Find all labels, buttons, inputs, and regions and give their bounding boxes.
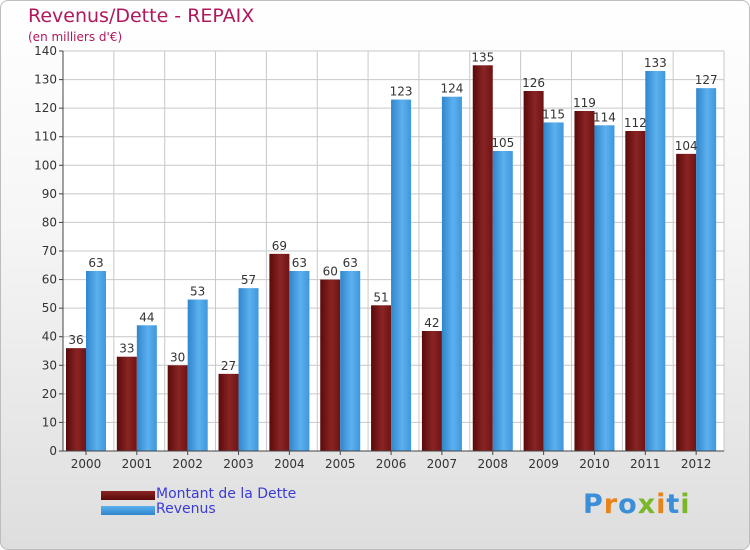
y-tick-label: 140: [34, 44, 57, 58]
bar-revenus: [594, 125, 615, 452]
bar-revenus: [543, 122, 564, 451]
y-tick-label: 50: [42, 301, 57, 315]
bar-dette: [676, 153, 697, 451]
bar-revenus: [136, 325, 157, 451]
logo-letter: o: [618, 489, 638, 520]
x-tick-label: 2008: [477, 457, 508, 471]
data-label-revenus: 127: [695, 73, 718, 87]
y-tick-label: 30: [42, 358, 57, 372]
bar-dette: [472, 65, 493, 452]
proxiti-logo: Proxiti: [583, 489, 691, 520]
y-tick-label: 80: [42, 215, 57, 229]
logo-letter: i: [656, 489, 667, 520]
legend-swatch-revenus: [101, 506, 155, 515]
data-label-revenus: 105: [491, 136, 514, 150]
data-label-revenus: 114: [593, 110, 616, 124]
logo-letter: x: [637, 489, 657, 520]
data-label-revenus: 57: [241, 273, 256, 287]
data-label-dette: 30: [170, 350, 185, 364]
y-tick-label: 90: [42, 187, 57, 201]
x-tick-label: 2009: [528, 457, 559, 471]
bar-dette: [320, 279, 341, 451]
y-tick-label: 0: [49, 444, 57, 458]
logo-letter: r: [603, 489, 619, 520]
bar-dette: [218, 373, 239, 451]
data-label-dette: 112: [624, 116, 647, 130]
bar-revenus: [645, 71, 666, 451]
data-label-revenus: 115: [542, 107, 565, 121]
y-tick-label: 70: [42, 244, 57, 258]
x-tick-label: 2011: [630, 457, 661, 471]
y-tick-label: 10: [42, 415, 57, 429]
data-label-dette: 69: [272, 239, 287, 253]
x-tick-label: 2006: [376, 457, 407, 471]
bar-revenus: [289, 271, 310, 451]
chart-subtitle: (en milliers d'€): [28, 30, 123, 44]
data-label-dette: 126: [522, 76, 545, 90]
data-label-dette: 135: [471, 50, 494, 64]
legend-swatch-dette: [101, 491, 155, 500]
x-tick-label: 2012: [681, 457, 712, 471]
bar-revenus: [340, 271, 361, 451]
bar-dette: [574, 111, 595, 451]
bar-revenus: [187, 299, 208, 451]
data-label-revenus: 53: [190, 285, 205, 299]
data-label-revenus: 133: [644, 56, 667, 70]
data-label-revenus: 63: [292, 256, 307, 270]
data-label-dette: 27: [221, 359, 236, 373]
bar-dette: [625, 131, 646, 451]
data-label-dette: 104: [675, 139, 698, 153]
x-tick-label: 2004: [274, 457, 305, 471]
y-tick-label: 20: [42, 387, 57, 401]
bar-dette: [167, 365, 188, 451]
logo-letter: i: [680, 489, 691, 520]
y-tick-label: 40: [42, 330, 57, 344]
x-tick-label: 2003: [223, 457, 254, 471]
bar-revenus: [391, 99, 412, 452]
y-tick-label: 110: [34, 130, 57, 144]
y-tick-label: 60: [42, 273, 57, 287]
logo-letter: P: [583, 489, 604, 520]
bar-revenus: [86, 271, 106, 451]
data-label-dette: 36: [68, 333, 83, 347]
bar-dette: [371, 305, 392, 451]
x-tick-label: 2000: [71, 457, 102, 471]
x-tick-label: 2001: [122, 457, 153, 471]
bar-revenus: [696, 88, 717, 452]
data-label-dette: 51: [373, 290, 388, 304]
data-label-dette: 42: [424, 316, 439, 330]
data-label-revenus: 63: [88, 256, 103, 270]
x-tick-label: 2002: [172, 457, 203, 471]
x-tick-label: 2010: [579, 457, 610, 471]
bar-revenus: [492, 151, 513, 451]
y-tick-label: 120: [34, 101, 57, 115]
data-label-dette: 119: [573, 96, 596, 110]
bar-dette: [523, 91, 544, 451]
data-label-revenus: 63: [343, 256, 358, 270]
bar-revenus: [441, 96, 462, 451]
x-tick-label: 2007: [427, 457, 458, 471]
y-tick-label: 130: [34, 73, 57, 87]
chart-title: Revenus/Dette - REPAIX: [28, 5, 255, 27]
legend-label-revenus: Revenus: [156, 501, 216, 517]
bar-dette: [116, 356, 137, 451]
logo-letter: t: [666, 489, 681, 520]
bar-dette: [269, 253, 290, 451]
y-tick-label: 100: [34, 158, 57, 172]
data-label-dette: 60: [323, 265, 338, 279]
data-label-revenus: 123: [390, 85, 413, 99]
data-label-revenus: 124: [440, 82, 463, 96]
bar-dette: [421, 331, 442, 451]
data-label-dette: 33: [119, 342, 134, 356]
bar-revenus: [238, 288, 259, 451]
x-tick-label: 2005: [325, 457, 356, 471]
legend-label-dette: Montant de la Dette: [156, 486, 297, 502]
data-label-revenus: 44: [139, 310, 154, 324]
bar-dette: [66, 348, 86, 451]
